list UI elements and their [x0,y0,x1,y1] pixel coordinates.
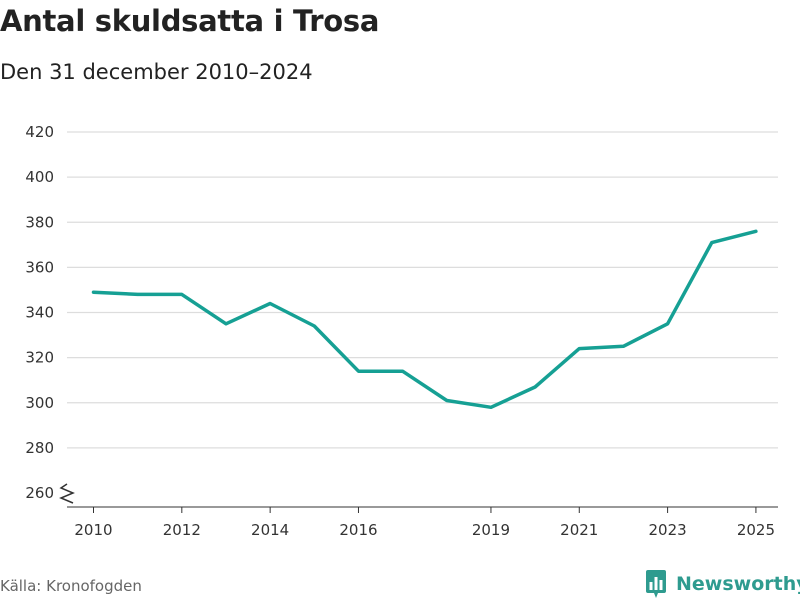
axis-break-icon [59,483,75,504]
y-axis-ticks: 260 280 300 320 340 360 380 400 420 [25,123,54,502]
y-tick-label-300: 300 [25,394,54,412]
gridlines [67,131,778,449]
x-tick-label-2014: 2014 [251,521,289,539]
chart-title: Antal skuldsatta i Trosa [0,4,380,38]
y-tick-label-320: 320 [25,349,54,367]
y-tick-label-360: 360 [25,258,54,276]
y-tick-label-340: 340 [25,304,54,322]
x-tick-label-2025: 2025 [737,521,775,539]
x-tick-label-2019: 2019 [472,521,510,539]
x-tick-label-2012: 2012 [163,521,201,539]
x-tick-label-2021: 2021 [560,521,598,539]
newsworthy-logo-icon [646,570,666,598]
newsworthy-logo: Newsworthy [644,569,800,599]
x-tick-label-2010: 2010 [74,521,112,539]
source-note: Källa: Kronofogden [0,577,142,595]
brand-name: Newsworthy [676,573,800,595]
axis-break-mark [59,483,75,504]
y-tick-label-280: 280 [25,439,54,457]
y-tick-label-400: 400 [25,168,54,186]
series-group [91,229,758,410]
x-tick-label-2016: 2016 [339,521,377,539]
series-line-0 [91,229,758,410]
y-tick-label-380: 380 [25,213,54,231]
x-axis-ticks: 2010 2012 2014 2016 2019 2021 2023 2025 [74,507,775,539]
y-tick-label-420: 420 [25,123,54,141]
x-tick-label-2023: 2023 [649,521,687,539]
chart-subtitle: Den 31 december 2010–2024 [0,60,313,84]
y-tick-label-260: 260 [25,484,54,502]
